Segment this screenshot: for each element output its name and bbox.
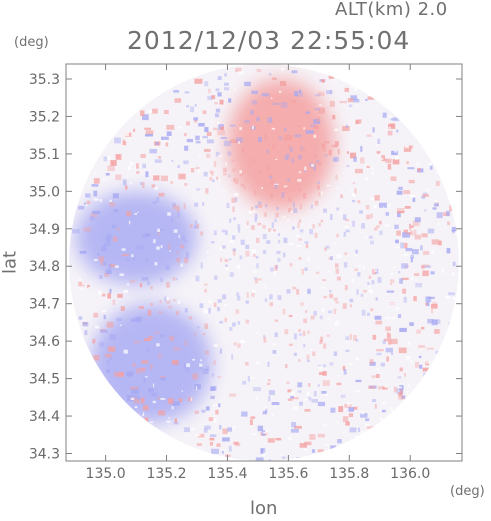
x-tick-label: 135.8 <box>329 466 369 482</box>
x-axis-ticks: 135.0 135.2 135.4 135.6 135.8 136.0 <box>86 64 430 482</box>
y-tick-label: 34.6 <box>29 334 60 350</box>
y-tick-label: 35.1 <box>29 147 60 163</box>
y-tick-label: 34.7 <box>29 297 60 313</box>
y-tick-label: 34.5 <box>29 372 60 388</box>
chart-title-datetime: 2012/12/03 22:55:04 <box>127 26 411 55</box>
y-tick-label: 34.8 <box>29 259 60 275</box>
y-tick-label: 35.2 <box>29 109 60 125</box>
x-tick-label: 136.0 <box>390 466 430 482</box>
western-blue-band <box>75 191 197 285</box>
x-axis-label: lon <box>250 498 278 519</box>
radar-coverage-disc <box>69 64 459 461</box>
plot-frame <box>65 63 463 462</box>
x-tick-label: 135.6 <box>268 466 308 482</box>
y-axis-unit: (deg) <box>14 35 49 50</box>
y-tick-label: 35.3 <box>29 72 60 88</box>
y-tick-label: 34.3 <box>29 447 60 463</box>
northern-red-area <box>227 78 335 211</box>
x-axis-unit: (deg) <box>450 484 485 499</box>
southwest-blue-area <box>90 303 213 424</box>
x-tick-label: 135.0 <box>86 466 126 482</box>
y-tick-label: 34.9 <box>29 222 60 238</box>
x-tick-label: 135.2 <box>146 466 186 482</box>
radar-speckle-texture <box>72 67 459 461</box>
y-tick-label: 35.0 <box>29 184 60 200</box>
y-tick-label: 34.4 <box>29 409 60 425</box>
x-tick-label: 135.4 <box>207 466 247 482</box>
altitude-label: ALT(km) 2.0 <box>335 0 448 20</box>
y-axis-ticks: 35.3 35.2 35.1 35.0 34.9 34.8 34.7 34.6 34.5 34.4… <box>29 72 462 463</box>
